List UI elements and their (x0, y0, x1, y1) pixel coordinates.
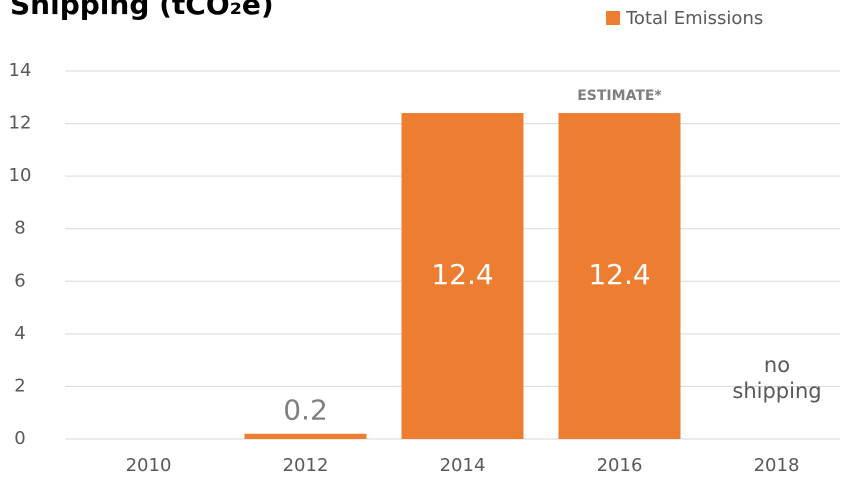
legend-label: Total Emissions (625, 8, 763, 29)
chart-title: Shipping (tCO₂e) (10, 0, 274, 21)
x-tick-label: 2016 (597, 455, 643, 476)
x-tick-label: 2012 (283, 455, 329, 476)
y-tick-label: 12 (9, 113, 32, 134)
y-tick-label: 8 (14, 218, 25, 239)
legend-swatch (606, 11, 620, 25)
annotation: ESTIMATE* (577, 88, 662, 104)
bar (244, 433, 367, 439)
data-label: 0.2 (283, 394, 328, 427)
data-label: 12.4 (588, 258, 650, 291)
y-tick-label: 0 (14, 428, 25, 449)
y-tick-label: 6 (14, 270, 25, 291)
x-tick-label: 2014 (440, 455, 486, 476)
bar (558, 113, 681, 440)
y-tick-label: 4 (14, 323, 25, 344)
bar (401, 113, 524, 440)
y-tick-label: 2 (14, 375, 25, 396)
y-tick-label: 10 (9, 165, 32, 186)
data-label: 12.4 (431, 258, 493, 291)
x-tick-label: 2010 (126, 455, 172, 476)
y-tick-label: 14 (9, 60, 32, 81)
x-tick-label: 2018 (754, 455, 800, 476)
annotation: no shipping (732, 353, 822, 403)
